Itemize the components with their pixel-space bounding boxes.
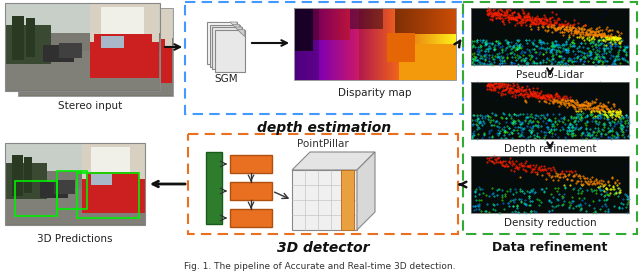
Bar <box>18 8 173 96</box>
Bar <box>82 179 145 213</box>
Bar <box>91 147 130 188</box>
Bar <box>471 156 629 213</box>
Bar <box>471 82 629 139</box>
Bar <box>91 174 112 185</box>
Text: depth estimation: depth estimation <box>257 121 391 135</box>
Text: Depth refinement: Depth refinement <box>504 144 596 154</box>
Bar <box>54 180 75 194</box>
Text: Pseudo-Lidar: Pseudo-Lidar <box>516 70 584 80</box>
Bar <box>107 39 165 58</box>
Polygon shape <box>237 30 244 36</box>
Bar <box>230 155 272 173</box>
Bar <box>5 143 145 225</box>
Bar <box>5 25 51 64</box>
Bar <box>26 18 35 57</box>
Bar <box>471 156 629 213</box>
Bar <box>212 27 242 69</box>
Bar <box>25 21 37 65</box>
Bar <box>59 43 82 58</box>
Bar <box>90 42 159 78</box>
Bar <box>471 82 629 139</box>
Polygon shape <box>232 24 239 32</box>
Bar <box>43 45 74 62</box>
Bar <box>56 50 87 67</box>
Bar <box>103 8 172 65</box>
Bar <box>230 209 272 227</box>
Bar <box>18 30 64 69</box>
Bar <box>5 51 160 90</box>
Text: Density reduction: Density reduction <box>504 218 596 228</box>
Polygon shape <box>230 22 237 29</box>
Bar <box>5 3 160 91</box>
Bar <box>209 24 239 67</box>
Bar <box>57 171 87 209</box>
Text: Data refinement: Data refinement <box>492 241 608 254</box>
Bar <box>15 181 57 216</box>
Bar <box>12 16 24 60</box>
Bar <box>114 12 157 56</box>
Bar <box>18 8 173 38</box>
Polygon shape <box>357 152 375 230</box>
Bar <box>103 47 172 83</box>
Bar <box>294 8 456 80</box>
Bar <box>471 8 629 65</box>
Bar <box>5 3 160 33</box>
Bar <box>90 3 159 60</box>
Bar <box>5 188 145 224</box>
Text: SGM: SGM <box>214 74 238 84</box>
Bar <box>12 155 23 196</box>
Bar <box>101 7 144 51</box>
Bar <box>77 173 139 218</box>
Bar <box>39 23 48 62</box>
Text: Stereo input: Stereo input <box>58 101 123 111</box>
Bar <box>114 41 137 53</box>
Bar <box>82 143 145 196</box>
Bar <box>206 152 222 224</box>
Bar <box>188 134 458 234</box>
Bar <box>86 172 139 190</box>
Text: PointPillar: PointPillar <box>297 139 349 149</box>
Polygon shape <box>292 170 357 230</box>
Polygon shape <box>292 152 375 170</box>
Bar <box>24 157 32 193</box>
Bar <box>341 170 354 230</box>
Bar <box>40 182 68 198</box>
Bar <box>207 22 237 64</box>
Polygon shape <box>235 27 242 34</box>
Bar <box>5 143 145 171</box>
Bar <box>463 2 637 234</box>
Text: Fig. 1. The pipeline of Accurate and Real-time 3D detection.: Fig. 1. The pipeline of Accurate and Rea… <box>184 262 456 271</box>
Bar <box>471 8 629 65</box>
Bar <box>72 48 95 63</box>
Bar <box>214 30 244 72</box>
Bar <box>5 3 160 91</box>
Bar <box>18 56 173 95</box>
Bar <box>185 2 463 114</box>
Text: 3D Predictions: 3D Predictions <box>37 234 113 244</box>
Bar <box>5 163 47 199</box>
Text: 3D detector: 3D detector <box>276 241 369 255</box>
Bar <box>5 143 145 225</box>
Bar <box>101 36 124 48</box>
Text: Disparity map: Disparity map <box>339 88 412 98</box>
Bar <box>230 182 272 200</box>
Bar <box>94 34 152 53</box>
Bar <box>18 8 173 96</box>
